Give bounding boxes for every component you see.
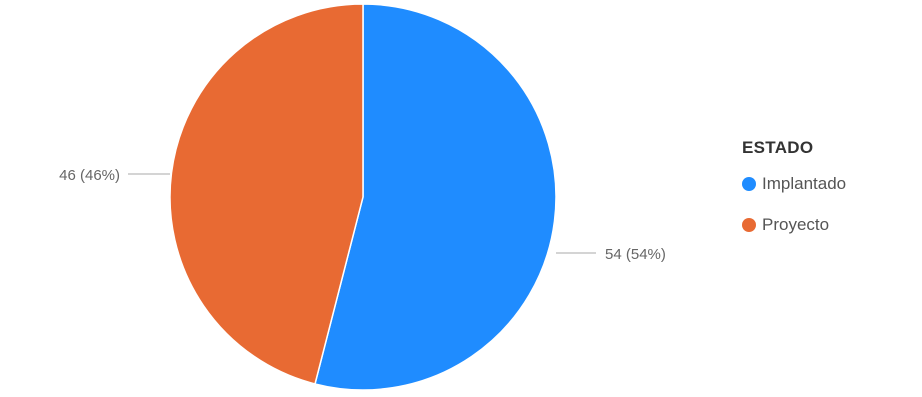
legend-item-proyecto[interactable]: Proyecto: [742, 213, 912, 237]
legend-label-implantado: Implantado: [762, 174, 847, 193]
data-label-proyecto: 46 (46%): [59, 167, 120, 184]
legend-item-implantado[interactable]: Implantado: [742, 172, 912, 196]
pie-slice-implantado[interactable]: [314, 3, 557, 391]
data-label-implantado: 54 (54%): [605, 246, 666, 263]
legend-swatch-implantado: [742, 177, 756, 191]
legend-label-proyecto: Proyecto: [762, 215, 830, 234]
pie-slice-proyecto[interactable]: [169, 3, 364, 385]
legend-swatch-proyecto: [742, 218, 756, 232]
legend: ESTADO Implantado Proyecto: [742, 138, 912, 254]
legend-title: ESTADO: [742, 138, 814, 157]
